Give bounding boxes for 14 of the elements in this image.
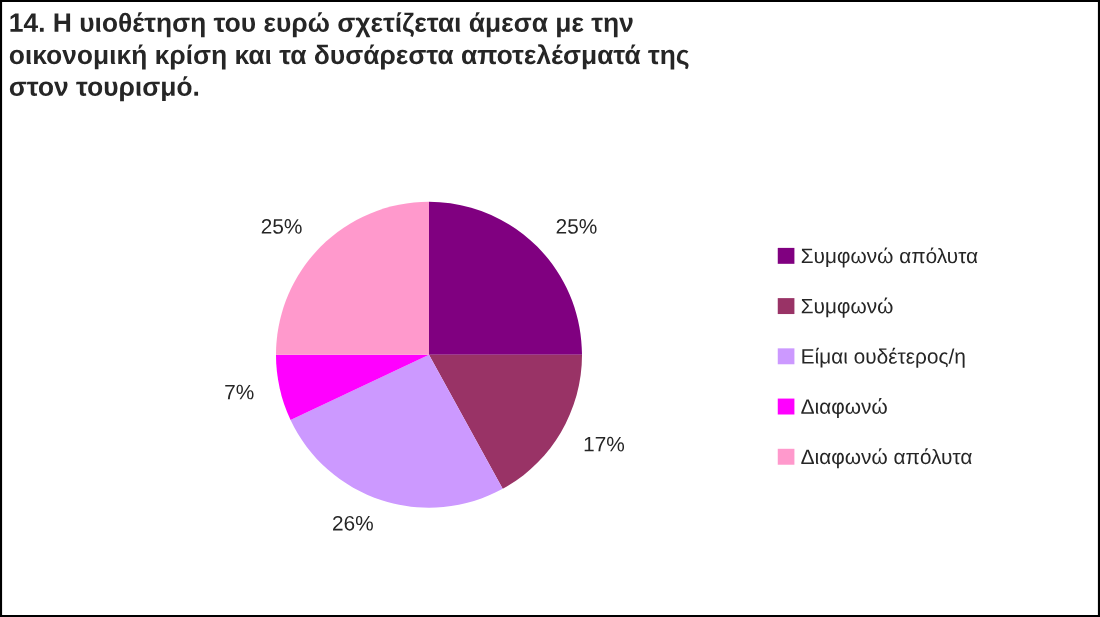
data-label: 7% bbox=[225, 384, 254, 400]
pie-slice bbox=[290, 354, 503, 508]
data-label: 25% bbox=[556, 219, 597, 234]
data-label: 26% bbox=[333, 515, 373, 531]
legend-label: Συμφωνώ bbox=[801, 297, 893, 318]
data-label: 25% bbox=[261, 219, 302, 234]
pie-slice bbox=[429, 354, 583, 489]
legend-label: Συμφωνώ απόλυτα bbox=[801, 247, 978, 268]
data-label: 17% bbox=[584, 436, 625, 452]
legend-label: Διαφωνώ απόλυτα bbox=[801, 448, 972, 469]
legend-label: Είμαι ουδέτερος/η bbox=[802, 347, 965, 368]
chart-title: 14. Η υιοθέτηση του ευρώ σχετίζεται άμεσα με την οικονομική κρίση και τα δυσάρεστα αποτελέσματά της στον τουρισμό. bbox=[9, 12, 689, 102]
pie-slice bbox=[275, 354, 429, 420]
legend-label: Διαφωνώ bbox=[801, 398, 887, 419]
